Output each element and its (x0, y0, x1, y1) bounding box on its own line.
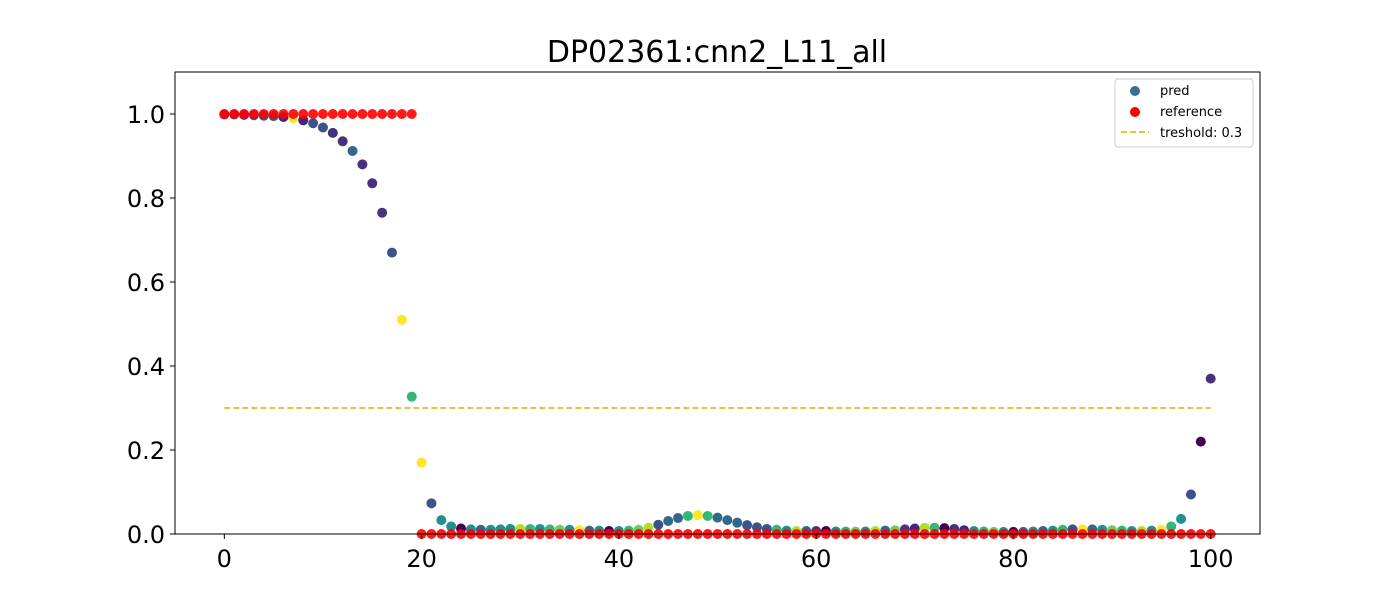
y-tick-label: 0.4 (127, 353, 165, 381)
reference-point (298, 109, 309, 119)
y-tick-label: 0.8 (127, 185, 165, 213)
pred-point (1185, 489, 1196, 500)
pred-point (1205, 373, 1216, 384)
reference-point (268, 109, 279, 119)
y-axis: 0.0 0.2 0.4 0.6 0.8 1.0 (127, 101, 175, 549)
pred-point (1176, 513, 1187, 524)
x-tick-label: 0 (217, 545, 232, 573)
pred-point (416, 457, 427, 468)
pred-point (1195, 436, 1206, 447)
pred-point (702, 510, 713, 521)
legend-threshold-label: treshold: 0.3 (1160, 126, 1242, 141)
pred-point (653, 519, 664, 530)
pred-point (712, 512, 723, 523)
legend-reference-marker (1130, 107, 1140, 117)
reference-point (308, 109, 319, 119)
reference-point (278, 109, 289, 119)
pred-point (367, 178, 378, 189)
reference-point (317, 109, 328, 119)
x-tick-label: 100 (1188, 545, 1234, 573)
reference-point (288, 109, 299, 119)
pred-point (426, 498, 437, 509)
pred-point (396, 314, 407, 325)
y-tick-label: 1.0 (127, 101, 165, 129)
pred-point (387, 247, 397, 258)
pred-point (308, 118, 319, 129)
pred-point (446, 521, 457, 532)
x-axis: 0 20 40 60 80 100 (217, 534, 1234, 573)
pred-point (732, 517, 743, 528)
reference-point (337, 109, 348, 119)
legend: pred reference treshold: 0.3 (1114, 78, 1254, 148)
reference-point (327, 109, 338, 119)
y-tick-label: 0.2 (127, 437, 165, 465)
pred-point (406, 391, 417, 402)
reference-point (406, 109, 417, 119)
plot-frame (174, 71, 1261, 535)
pred-point (337, 136, 348, 147)
pred-point (663, 515, 674, 526)
pred-point (357, 159, 368, 170)
pred-point (1166, 521, 1177, 532)
pred-point (722, 515, 733, 526)
pred-point (692, 510, 703, 521)
x-tick-label: 60 (801, 545, 832, 573)
legend-reference-label: reference (1160, 105, 1222, 120)
chart-title: DP02361:cnn2_L11_all (547, 35, 887, 70)
pred-point (317, 122, 328, 133)
reference-point (347, 109, 358, 119)
reference-point (367, 109, 378, 119)
reference-point (229, 109, 240, 119)
reference-point (357, 109, 368, 119)
pred-point (436, 515, 447, 526)
reference-point (239, 109, 250, 119)
x-tick-label: 40 (604, 545, 635, 573)
reference-point (387, 109, 397, 119)
x-tick-label: 20 (406, 545, 437, 573)
reference-point (377, 109, 388, 119)
pred-point (377, 207, 388, 218)
pred-point (327, 127, 338, 138)
pred-point (742, 520, 753, 531)
y-tick-label: 0.6 (127, 269, 165, 297)
reference-point (396, 109, 407, 119)
x-tick-label: 80 (998, 545, 1029, 573)
reference-point (219, 109, 230, 119)
pred-point (682, 510, 693, 521)
reference-point (248, 109, 259, 119)
y-tick-label: 0.0 (127, 521, 165, 549)
pred-point (673, 513, 684, 524)
legend-pred-marker (1130, 86, 1140, 96)
legend-pred-label: pred (1160, 84, 1190, 99)
reference-point (258, 109, 269, 119)
legend-box (1114, 78, 1254, 148)
pred-point (347, 145, 358, 156)
